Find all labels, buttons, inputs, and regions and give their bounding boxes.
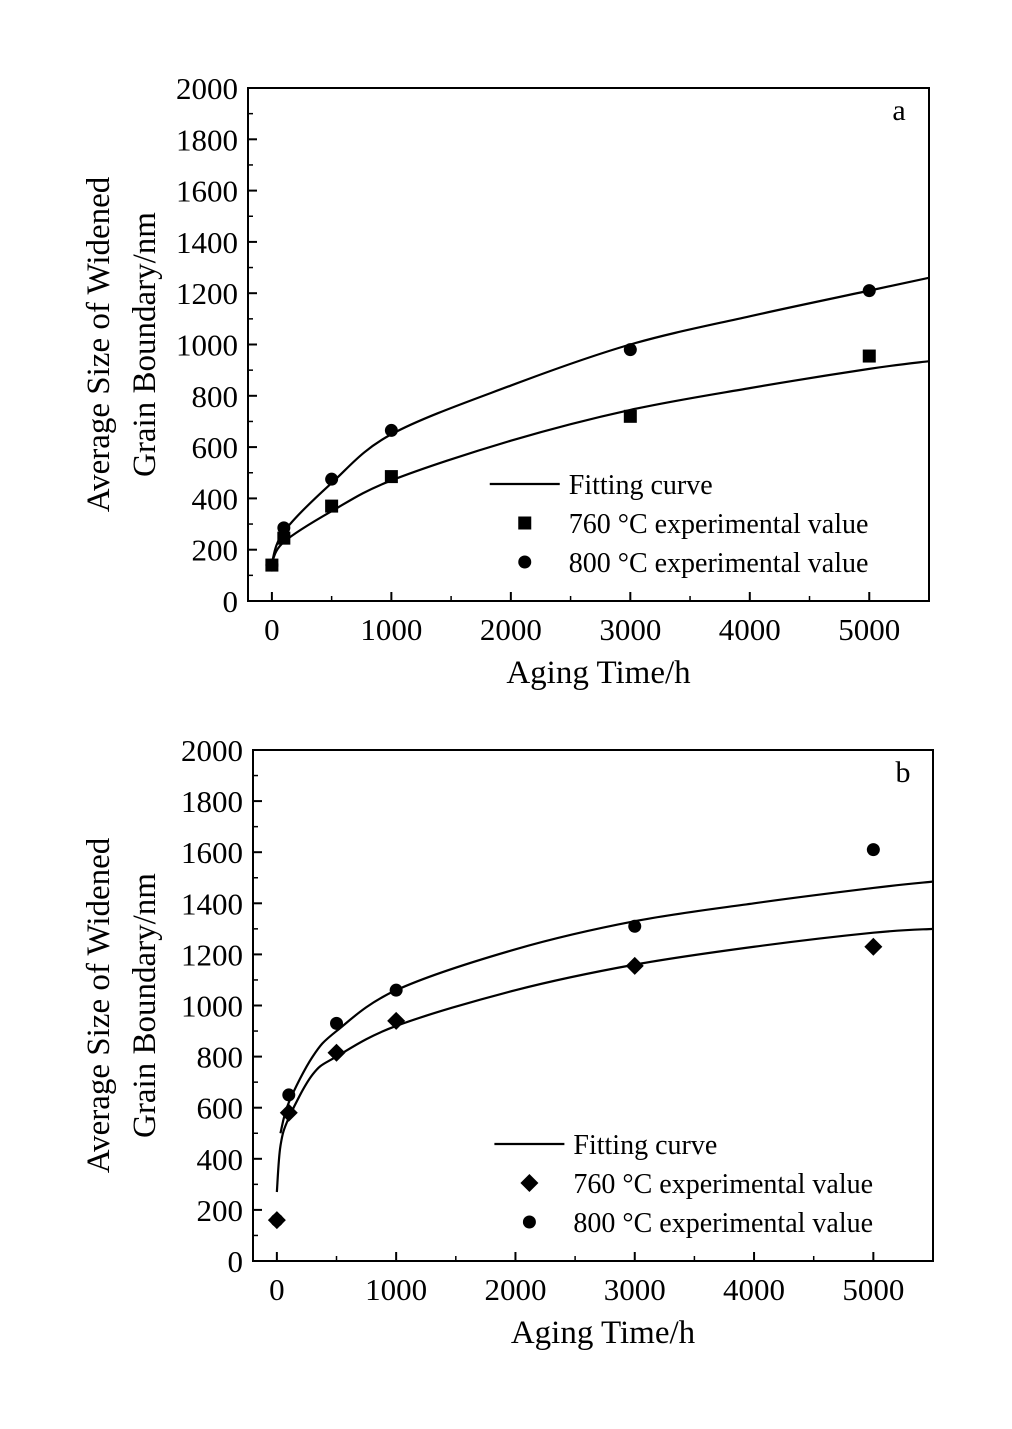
y-tick-label: 1200 [181, 937, 243, 972]
legend-marker-1 [518, 516, 532, 530]
data-point-series-2 [389, 983, 403, 997]
y-axis-label: Average Size of Widened [81, 837, 117, 1173]
legend-fit-label: Fitting curve [569, 470, 713, 501]
y-tick-label: 400 [197, 1142, 244, 1177]
fitting-curve-1 [270, 360, 929, 564]
data-point-series-1 [862, 349, 876, 363]
legend-fit-label: Fitting curve [573, 1130, 717, 1161]
data-point-series-1 [279, 1103, 298, 1122]
x-tick-label: 2000 [484, 1272, 546, 1307]
y-tick-label: 1000 [181, 989, 243, 1024]
x-tick-label: 1000 [365, 1272, 427, 1307]
y-tick-label: 800 [197, 1040, 244, 1075]
legend-marker-1 [520, 1174, 539, 1192]
x-tick-label: 5000 [842, 1272, 904, 1307]
x-tick-label: 1000 [360, 612, 422, 647]
data-point-series-1 [623, 409, 637, 423]
y-tick-label: 200 [192, 533, 239, 568]
panel-label: a [892, 94, 905, 127]
x-tick-label: 4000 [723, 1272, 785, 1307]
y-tick-label: 2000 [176, 71, 238, 106]
y-tick-label: 600 [197, 1091, 244, 1126]
y-tick-label: 1600 [176, 174, 238, 209]
x-tick-label: 0 [264, 612, 280, 647]
y-tick-label: 800 [192, 379, 239, 414]
data-point-series-1 [325, 499, 339, 513]
y-tick-label: 2000 [181, 733, 243, 768]
x-axis-label: Aging Time/h [511, 1315, 696, 1351]
x-tick-label: 0 [269, 1272, 285, 1307]
data-point-series-2 [277, 521, 291, 535]
data-point-series-2 [623, 343, 637, 357]
legend-label-2: 800 °C experimental value [569, 548, 869, 579]
y-tick-label: 200 [197, 1193, 244, 1228]
y-tick-label: 600 [192, 430, 239, 465]
data-point-series-2 [325, 472, 339, 486]
y-axis-label: Grain Boundary/nm [127, 212, 163, 477]
y-axis-label: Average Size of Widened [81, 176, 117, 512]
x-tick-label: 4000 [719, 612, 781, 647]
y-tick-label: 400 [192, 481, 239, 516]
data-point-series-1 [864, 937, 883, 956]
fitting-curve-2 [270, 276, 929, 563]
y-tick-label: 0 [228, 1244, 244, 1279]
x-tick-label: 3000 [604, 1272, 666, 1307]
data-point-series-1 [327, 1043, 346, 1062]
fitting-curve-2 [279, 880, 933, 1134]
legend-marker-2 [522, 1215, 536, 1229]
panel-label: b [896, 756, 911, 789]
y-tick-label: 1800 [176, 122, 238, 157]
y-tick-label: 1400 [176, 225, 238, 260]
legend-label-1: 760 °C experimental value [569, 509, 869, 540]
data-point-series-1 [387, 1011, 406, 1030]
x-axis-label: Aging Time/h [506, 655, 691, 691]
data-point-series-1 [625, 956, 644, 975]
x-tick-label: 2000 [480, 612, 542, 647]
data-point-series-2 [866, 843, 880, 857]
data-point-series-1 [384, 470, 398, 484]
data-point-series-1 [277, 531, 291, 545]
y-axis-label: Grain Boundary/nm [127, 873, 163, 1138]
y-tick-label: 1200 [176, 276, 238, 311]
chart-a: 0 1000 2000 3000 4000 5000 0 200 400 600 800 1000 12… [81, 71, 930, 691]
data-point-series-2 [862, 284, 876, 298]
data-point-series-2 [330, 1016, 344, 1030]
y-tick-label: 1400 [181, 886, 243, 921]
data-point-series-2 [270, 1213, 284, 1227]
y-tick-label: 0 [223, 584, 239, 619]
data-point-series-2 [628, 919, 642, 933]
y-tick-label: 1600 [181, 835, 243, 870]
chart-b: 0 1000 2000 3000 4000 5000 0 200 400 600 800 1000 12… [81, 733, 934, 1351]
legend-label-1: 760 °C experimental value [573, 1169, 873, 1200]
legend-label-2: 800 °C experimental value [573, 1208, 873, 1239]
data-point-series-2 [384, 423, 398, 437]
x-tick-label: 3000 [599, 612, 661, 647]
legend-marker-2 [518, 555, 532, 569]
y-tick-label: 1800 [181, 784, 243, 819]
data-point-series-2 [282, 1088, 296, 1102]
y-tick-label: 1000 [176, 328, 238, 363]
x-tick-label: 5000 [838, 612, 900, 647]
data-point-series-2 [265, 558, 279, 572]
